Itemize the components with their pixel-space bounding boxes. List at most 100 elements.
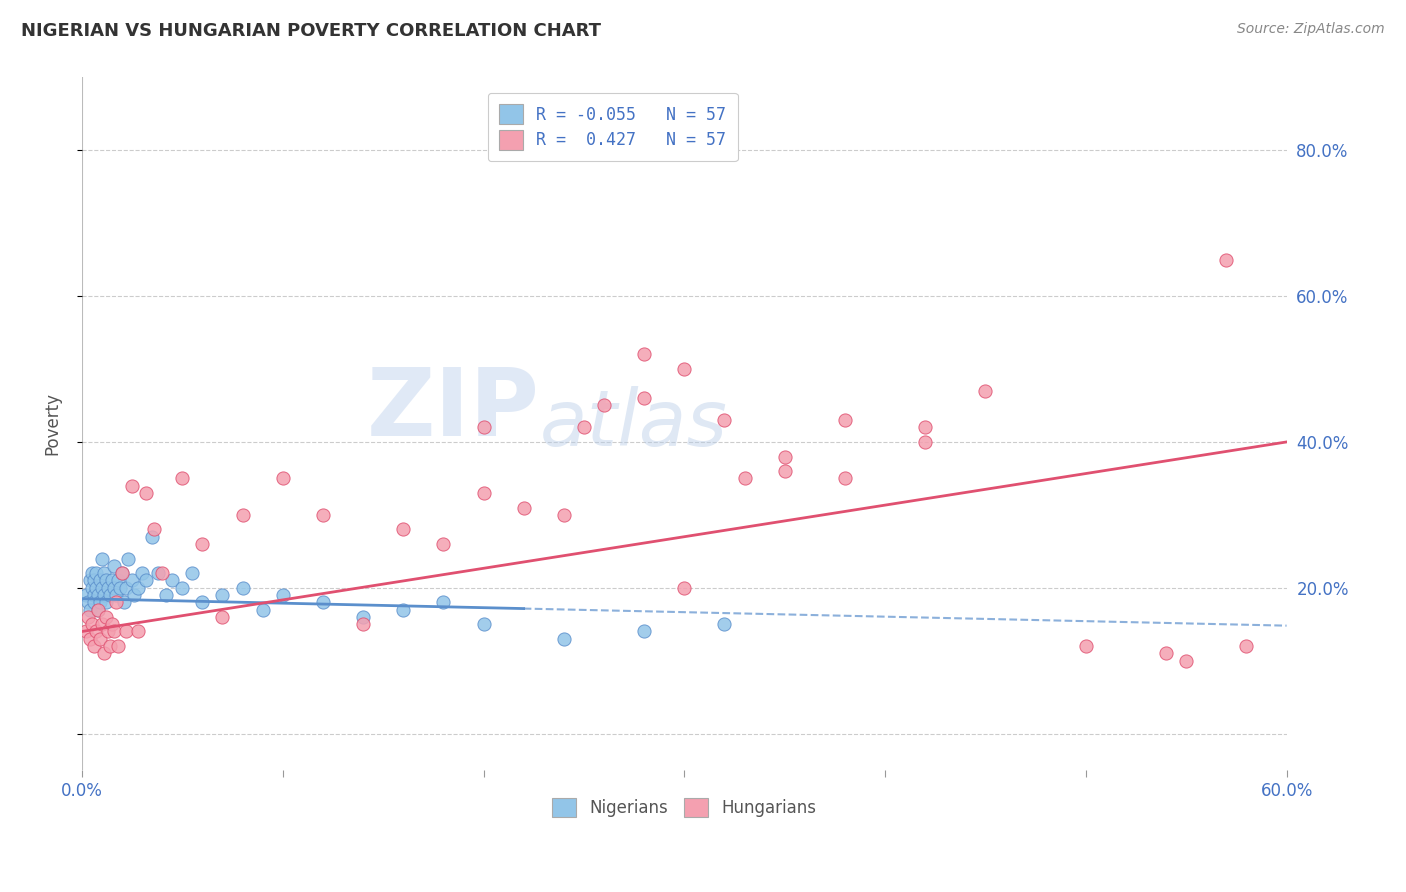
Point: [553, 632, 575, 646]
Point: [150, 566, 173, 581]
Point: [112, 595, 135, 609]
Point: [84, 624, 107, 639]
Point: [211, 610, 233, 624]
Point: [392, 602, 415, 616]
Text: Source: ZipAtlas.com: Source: ZipAtlas.com: [1237, 22, 1385, 37]
Point: [94, 595, 117, 609]
Point: [232, 508, 254, 522]
Point: [1154, 646, 1177, 660]
Point: [673, 362, 696, 376]
Point: [103, 558, 125, 573]
Point: [121, 574, 143, 588]
Point: [1175, 654, 1198, 668]
Point: [87, 588, 110, 602]
Point: [191, 537, 214, 551]
Point: [103, 624, 125, 639]
Point: [713, 617, 735, 632]
Point: [271, 471, 294, 485]
Text: NIGERIAN VS HUNGARIAN POVERTY CORRELATION CHART: NIGERIAN VS HUNGARIAN POVERTY CORRELATIO…: [21, 22, 602, 40]
Point: [271, 588, 294, 602]
Point: [148, 566, 170, 581]
Point: [77, 610, 100, 624]
Point: [107, 574, 129, 588]
Point: [87, 602, 110, 616]
Point: [172, 581, 194, 595]
Point: [115, 624, 138, 639]
Point: [91, 581, 114, 595]
Point: [79, 602, 101, 616]
Point: [512, 500, 534, 515]
Legend: Nigerians, Hungarians: Nigerians, Hungarians: [546, 791, 823, 824]
Point: [83, 595, 105, 609]
Point: [84, 566, 107, 581]
Point: [131, 566, 153, 581]
Point: [432, 537, 454, 551]
Point: [572, 420, 595, 434]
Point: [172, 471, 194, 485]
Point: [79, 574, 101, 588]
Point: [83, 574, 105, 588]
Point: [127, 581, 149, 595]
Point: [122, 588, 145, 602]
Point: [553, 508, 575, 522]
Point: [101, 617, 124, 632]
Point: [75, 624, 97, 639]
Text: ZIP: ZIP: [367, 364, 540, 456]
Point: [97, 624, 120, 639]
Point: [107, 639, 129, 653]
Point: [105, 595, 128, 609]
Point: [135, 574, 157, 588]
Point: [472, 486, 495, 500]
Point: [111, 566, 134, 581]
Point: [98, 588, 121, 602]
Point: [108, 581, 131, 595]
Point: [97, 581, 120, 595]
Point: [84, 581, 107, 595]
Point: [91, 551, 114, 566]
Point: [633, 347, 655, 361]
Point: [91, 617, 114, 632]
Point: [734, 471, 756, 485]
Point: [143, 523, 166, 537]
Point: [673, 581, 696, 595]
Point: [773, 464, 796, 478]
Point: [914, 434, 936, 449]
Point: [83, 639, 105, 653]
Point: [1215, 252, 1237, 267]
Point: [593, 399, 616, 413]
Point: [80, 566, 103, 581]
Point: [93, 566, 115, 581]
Point: [312, 508, 335, 522]
Point: [89, 574, 111, 588]
Point: [75, 588, 97, 602]
Point: [472, 420, 495, 434]
Point: [1236, 639, 1258, 653]
Point: [105, 588, 128, 602]
Point: [834, 471, 856, 485]
Point: [115, 581, 138, 595]
Point: [312, 595, 335, 609]
Point: [80, 581, 103, 595]
Point: [773, 450, 796, 464]
Point: [87, 602, 110, 616]
Point: [472, 617, 495, 632]
Point: [162, 574, 184, 588]
Point: [127, 624, 149, 639]
Point: [117, 551, 139, 566]
Point: [834, 413, 856, 427]
Point: [83, 588, 105, 602]
Point: [633, 391, 655, 405]
Point: [141, 530, 163, 544]
Text: atlas: atlas: [540, 385, 727, 462]
Point: [98, 639, 121, 653]
Point: [94, 574, 117, 588]
Point: [94, 610, 117, 624]
Y-axis label: Poverty: Poverty: [44, 392, 60, 455]
Point: [1074, 639, 1097, 653]
Point: [79, 632, 101, 646]
Point: [352, 617, 374, 632]
Point: [101, 574, 124, 588]
Point: [392, 523, 415, 537]
Point: [77, 595, 100, 609]
Point: [181, 566, 204, 581]
